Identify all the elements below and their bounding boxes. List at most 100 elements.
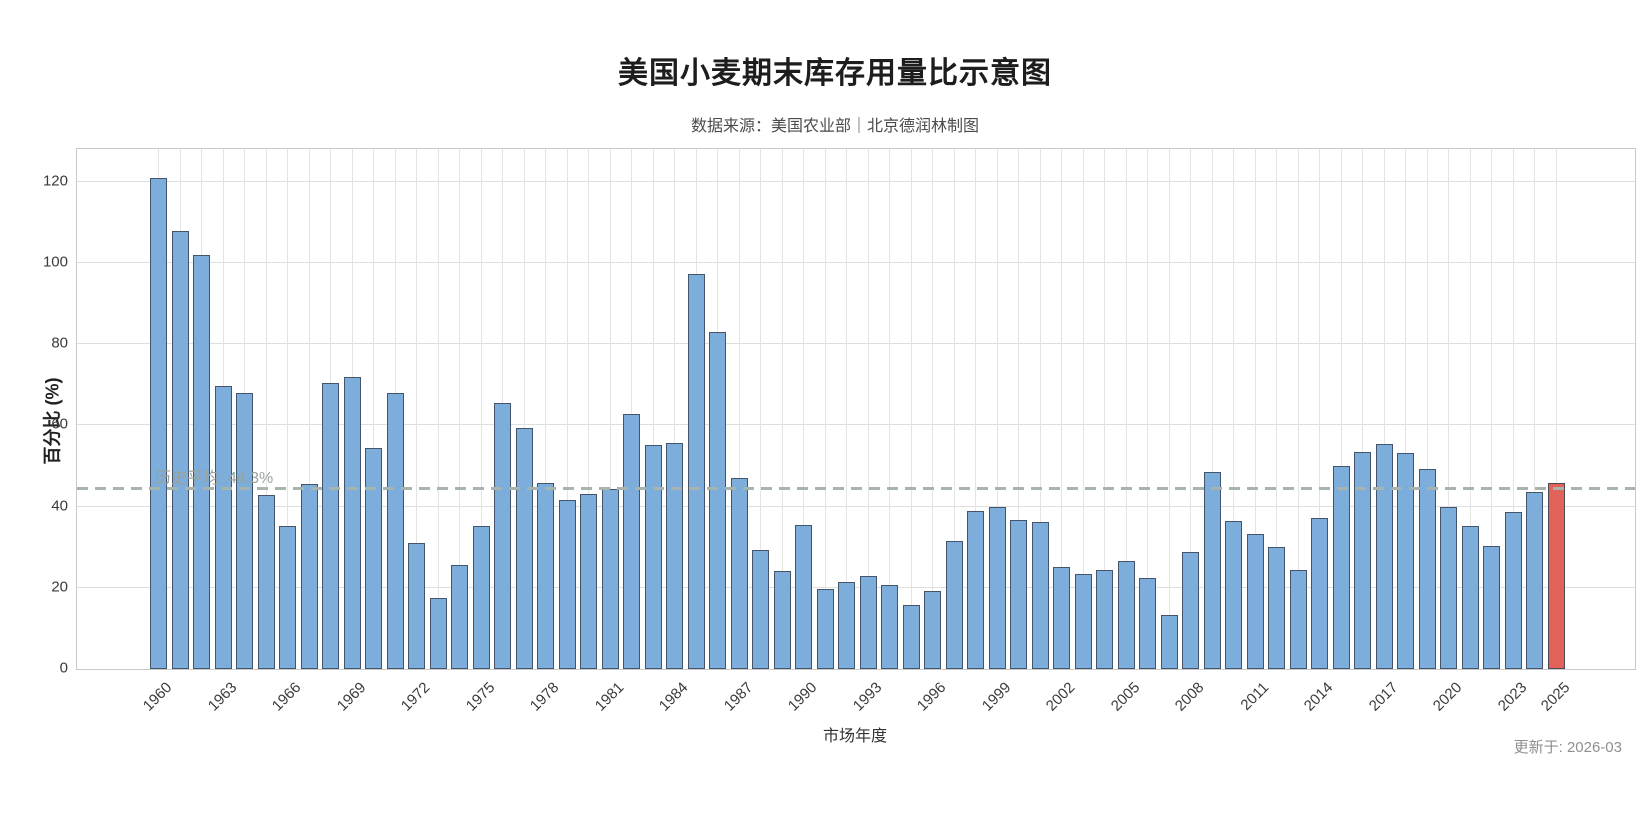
bar-1990 (795, 524, 813, 669)
vgridline-2012 (1276, 149, 1278, 669)
bar-2001 (1031, 522, 1049, 669)
vgridline-2020 (1448, 149, 1450, 669)
bar-2024 (1526, 492, 1544, 669)
vgridline-2007 (1168, 149, 1170, 669)
y-tick-label-40: 40 (51, 497, 68, 514)
x-tick-label-2023: 2023 (1494, 679, 1531, 715)
chart-subtitle: 数据来源：美国农业部｜北京德润林制图 (690, 118, 979, 135)
plot-area: 历史平均: 44.3% (76, 148, 1636, 670)
vgridline-1970 (373, 149, 375, 669)
x-tick-label-1963: 1963 (204, 679, 241, 715)
y-axis-ticks: 0 20 40 60 80 100 120 (0, 148, 68, 677)
bar-1994 (881, 585, 899, 669)
bar-1965 (257, 495, 275, 669)
vgridline-2010 (1233, 149, 1235, 669)
y-tick-label-60: 60 (51, 415, 68, 433)
y-tick-label-80: 80 (51, 334, 68, 352)
bar-2006 (1139, 578, 1157, 669)
bar-1960 (150, 177, 168, 669)
vgridline-2022 (1491, 149, 1493, 669)
vgridline-1996 (932, 149, 934, 669)
vgridline-2009 (1211, 149, 1213, 669)
bar-2009 (1203, 471, 1221, 669)
vgridline-1993 (867, 149, 869, 669)
bar-1966 (279, 526, 297, 669)
chart-title: 美国小麦期末库存用量比示意图 (618, 57, 1052, 90)
bar-2017 (1375, 443, 1393, 669)
bar-1980 (580, 493, 598, 669)
hgridline-40 (77, 505, 1635, 507)
bar-1996 (924, 590, 942, 669)
vgridline-1994 (889, 149, 891, 669)
vgridline-1980 (588, 149, 590, 669)
bar-1993 (859, 575, 877, 669)
vgridline-2018 (1405, 149, 1407, 669)
y-tick-label-20: 20 (51, 578, 68, 596)
bar-1998 (967, 510, 985, 669)
x-tick-label-2005: 2005 (1107, 679, 1144, 715)
historical-average-line (77, 487, 1635, 491)
bar-1986 (709, 331, 727, 669)
vgridline-2004 (1104, 149, 1106, 669)
bar-1975 (472, 526, 490, 669)
bar-1972 (408, 543, 426, 669)
vgridline-1979 (566, 149, 568, 669)
bar-1999 (988, 507, 1006, 669)
x-tick-label-1972: 1972 (398, 679, 434, 715)
hgridline-80 (77, 343, 1635, 344)
x-tick-label-1993: 1993 (849, 679, 886, 715)
bar-1961 (171, 231, 189, 669)
x-tick-label-1999: 1999 (978, 679, 1015, 715)
historical-average-label: 历史平均: 44.3% (155, 470, 274, 488)
vgridline-2008 (1190, 149, 1192, 669)
bar-1987 (730, 478, 748, 669)
vgridline-2014 (1319, 149, 1321, 669)
vgridline-1998 (975, 149, 977, 669)
vgridline-1974 (459, 149, 461, 669)
vgridline-1987 (738, 149, 740, 669)
vgridline-2005 (1125, 149, 1127, 669)
vgridline-1965 (265, 149, 267, 669)
bar-1973 (429, 598, 447, 669)
x-tick-label-1981: 1981 (591, 679, 628, 715)
bar-2019 (1418, 468, 1436, 669)
bar-2003 (1074, 574, 1092, 669)
x-axis-title: 市场年度 (822, 728, 887, 745)
bar-2007 (1160, 614, 1178, 669)
bar-1995 (902, 605, 920, 669)
bar-1978 (537, 482, 555, 669)
vgridline-2000 (1018, 149, 1020, 669)
bar-2016 (1354, 452, 1372, 669)
vgridline-1982 (631, 149, 633, 669)
vgridline-1978 (545, 149, 547, 669)
vgridline-1989 (781, 149, 783, 669)
vgridline-1967 (308, 149, 310, 669)
vgridline-2017 (1383, 149, 1385, 669)
bar-1989 (773, 571, 791, 669)
vgridline-1973 (437, 149, 439, 669)
bar-1962 (193, 255, 211, 669)
x-tick-label-1960: 1960 (140, 679, 176, 715)
vgridline-1992 (846, 149, 848, 669)
x-tick-label-1987: 1987 (720, 679, 757, 715)
vgridline-1988 (760, 149, 762, 669)
x-tick-label-2011: 2011 (1237, 679, 1273, 714)
x-tick-label-2014: 2014 (1301, 679, 1337, 715)
vgridline-2013 (1297, 149, 1299, 669)
bar-2000 (1010, 520, 1028, 669)
x-tick-label-2002: 2002 (1043, 679, 1079, 715)
bar-1968 (322, 382, 340, 669)
bar-1964 (236, 392, 254, 669)
vgridline-1966 (287, 149, 289, 669)
vgridline-1975 (480, 149, 482, 669)
bar-2002 (1053, 567, 1071, 669)
bar-2011 (1246, 533, 1264, 669)
x-tick-label-1996: 1996 (914, 679, 950, 715)
vgridline-1972 (416, 149, 418, 669)
vgridline-2023 (1512, 149, 1514, 669)
bar-1984 (666, 443, 684, 669)
bar-1982 (623, 413, 641, 669)
hgridline-120 (77, 180, 1635, 182)
bar-1967 (300, 484, 318, 669)
